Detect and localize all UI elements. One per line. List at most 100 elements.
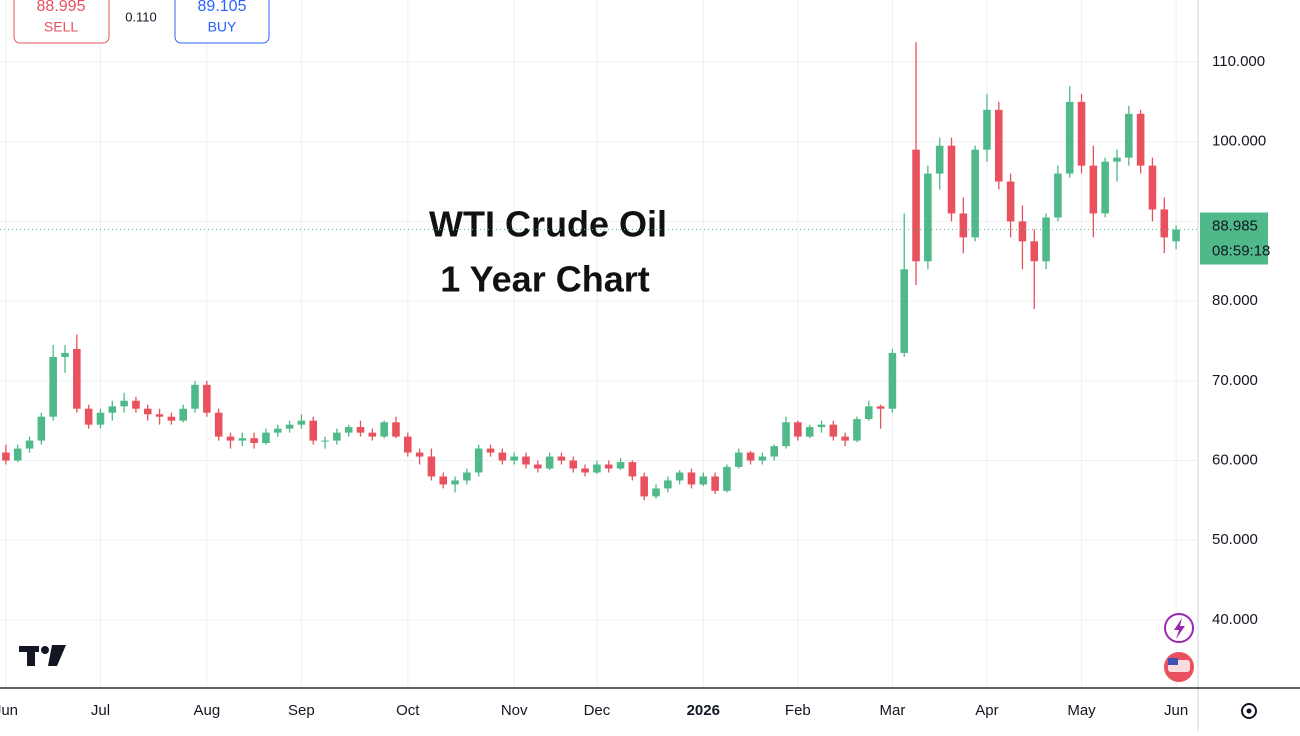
candle-body bbox=[285, 424, 294, 429]
candle-body bbox=[1101, 161, 1109, 214]
candle-body bbox=[273, 428, 282, 433]
x-tick-label: Sep bbox=[288, 702, 315, 719]
candle-body bbox=[1160, 209, 1169, 238]
candle-body bbox=[439, 476, 448, 485]
last-price-box bbox=[1200, 212, 1268, 265]
candle-body bbox=[380, 422, 388, 437]
candle-body bbox=[864, 406, 873, 420]
candle-body bbox=[191, 384, 199, 409]
candle-body bbox=[486, 448, 495, 453]
candle-body bbox=[510, 456, 518, 461]
candle-body bbox=[829, 424, 838, 437]
candle-body bbox=[1006, 181, 1015, 222]
candle-body bbox=[262, 432, 270, 443]
candle-body bbox=[770, 446, 778, 457]
candle-body bbox=[1172, 229, 1180, 242]
chart-title: WTI Crude Oil bbox=[429, 204, 667, 245]
candle-body bbox=[534, 464, 542, 469]
candle-body bbox=[368, 432, 377, 437]
candle-body bbox=[794, 422, 802, 437]
y-tick-label: 110.000 bbox=[1212, 53, 1265, 70]
candle-body bbox=[616, 462, 625, 469]
candle-body bbox=[841, 436, 849, 441]
candle-body bbox=[888, 352, 897, 409]
candle-body bbox=[321, 440, 329, 442]
candle-body bbox=[1030, 241, 1039, 262]
candle-body bbox=[73, 348, 81, 409]
candle-body bbox=[25, 440, 34, 449]
candle-body bbox=[13, 448, 22, 461]
y-tick-label: 50.000 bbox=[1212, 531, 1258, 548]
candle-body bbox=[900, 269, 909, 353]
y-tick-label: 80.000 bbox=[1212, 292, 1258, 309]
candle-body bbox=[995, 109, 1003, 182]
candle-body bbox=[392, 422, 400, 437]
candle-body bbox=[120, 400, 128, 407]
y-tick-label: 40.000 bbox=[1212, 611, 1258, 628]
candle-body bbox=[699, 476, 708, 485]
buy-price: 89.105 bbox=[198, 0, 247, 15]
candle-body bbox=[143, 408, 152, 415]
candle-body bbox=[1089, 165, 1098, 214]
x-tick-label: May bbox=[1067, 702, 1096, 719]
last-price-label: 88.985 bbox=[1212, 217, 1258, 234]
candle-body bbox=[853, 419, 861, 441]
candle-body bbox=[1077, 101, 1086, 166]
candle-body bbox=[37, 416, 46, 441]
candle-body bbox=[226, 436, 235, 441]
spread: 0.110 bbox=[125, 9, 157, 24]
y-tick-label: 100.000 bbox=[1212, 133, 1266, 150]
sell-price: 88.995 bbox=[37, 0, 86, 15]
countdown-label: 08:59:18 bbox=[1212, 242, 1270, 259]
candle-body bbox=[912, 149, 920, 262]
candle-body bbox=[498, 452, 507, 461]
candle-body bbox=[545, 456, 554, 469]
candle-body bbox=[817, 424, 826, 428]
candle-body bbox=[49, 356, 57, 417]
candle-body bbox=[805, 427, 814, 437]
sell-button[interactable] bbox=[13, 0, 110, 44]
candle-body bbox=[463, 472, 471, 481]
candle-body bbox=[1113, 157, 1121, 162]
candle-body bbox=[593, 464, 601, 473]
candle-body bbox=[1018, 221, 1027, 242]
x-tick-label: Mar bbox=[879, 702, 905, 719]
candle-body bbox=[935, 145, 944, 174]
candle-body bbox=[474, 448, 483, 473]
candle-body bbox=[924, 173, 932, 262]
candle-body bbox=[96, 412, 105, 425]
candle-body bbox=[947, 145, 956, 214]
x-tick-label: Oct bbox=[396, 702, 420, 719]
y-tick-label: 60.000 bbox=[1212, 451, 1258, 468]
candle-body bbox=[214, 412, 223, 437]
candle-body bbox=[746, 452, 755, 461]
candle-body bbox=[569, 460, 578, 469]
candle-body bbox=[167, 416, 176, 421]
candle-body bbox=[84, 408, 93, 425]
y-tick-label: 70.000 bbox=[1212, 372, 1258, 389]
candle-body bbox=[628, 462, 637, 477]
candle-body bbox=[876, 406, 885, 409]
candle-body bbox=[711, 476, 719, 491]
buy-button[interactable] bbox=[174, 0, 270, 44]
x-tick-label: Aug bbox=[193, 702, 220, 719]
candle-body bbox=[427, 456, 436, 477]
candle-body bbox=[250, 438, 258, 443]
settings-dot bbox=[1246, 708, 1252, 714]
settings-icon[interactable] bbox=[1241, 703, 1257, 719]
x-tick-label: Feb bbox=[785, 702, 811, 719]
x-tick-label: Jul bbox=[91, 702, 110, 719]
candle-body bbox=[640, 476, 648, 497]
candle-body bbox=[297, 420, 306, 425]
candle-body bbox=[983, 109, 991, 150]
x-tick-label: Jun bbox=[1164, 702, 1188, 719]
sell-label: SELL bbox=[44, 19, 78, 35]
candle-body bbox=[1054, 173, 1062, 218]
candle-body bbox=[1148, 165, 1157, 210]
x-tick-label: Dec bbox=[584, 702, 611, 719]
candle-body bbox=[675, 472, 684, 481]
candle-body bbox=[652, 488, 660, 497]
candle-body bbox=[522, 456, 530, 465]
